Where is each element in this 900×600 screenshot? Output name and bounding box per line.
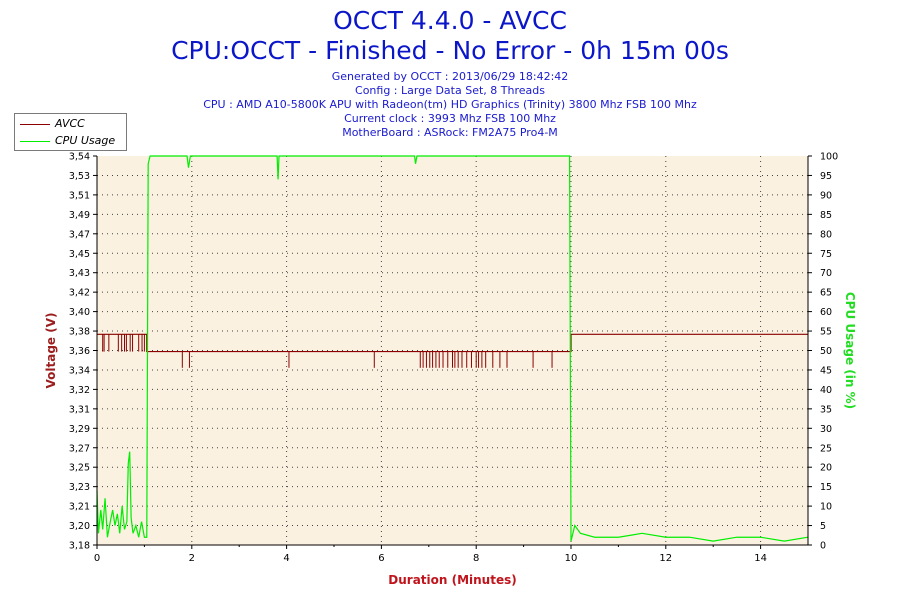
y2-tick-label: 75: [820, 249, 832, 260]
y2-tick-label: 35: [820, 404, 832, 415]
y2-tick-label: 25: [820, 443, 832, 454]
legend: AVCC CPU Usage: [14, 113, 127, 151]
info-cpu: CPU : AMD A10-5800K APU with Radeon(tm) …: [203, 98, 697, 111]
y2-tick-label: 40: [820, 385, 832, 396]
y2-tick-label: 45: [820, 365, 832, 376]
chart-subtitle: CPU:OCCT - Finished - No Error - 0h 15m …: [171, 36, 729, 65]
chart-title: OCCT 4.4.0 - AVCC: [333, 6, 567, 35]
legend-label-cpu-usage: CPU Usage: [55, 134, 116, 147]
y-tick-label: 3,25: [69, 463, 90, 474]
y2-tick-label: 20: [820, 463, 832, 474]
y2-tick-label: 15: [820, 482, 832, 493]
y-tick-label: 3,21: [69, 502, 90, 513]
x-tick-label: 2: [189, 553, 195, 564]
x-tick-label: 12: [659, 553, 672, 564]
y-tick-label: 3,49: [69, 210, 90, 221]
y2-tick-label: 50: [820, 346, 832, 357]
y-tick-label: 3,45: [69, 249, 90, 260]
x-tick-label: 10: [565, 553, 578, 564]
y-tick-label: 3,34: [69, 365, 90, 376]
y2-tick-label: 90: [820, 190, 832, 201]
info-config: Config : Large Data Set, 8 Threads: [355, 84, 545, 97]
y-tick-label: 3,31: [69, 404, 90, 415]
y2-tick-label: 10: [820, 502, 832, 513]
y-tick-label: 3,53: [69, 171, 90, 182]
y-tick-label: 3,42: [69, 288, 90, 299]
y-tick-label: 3,27: [69, 443, 90, 454]
info-generated: Generated by OCCT : 2013/06/29 18:42:42: [331, 70, 569, 83]
y2-tick-label: 70: [820, 268, 832, 279]
info-clock: Current clock : 3993 Mhz FSB 100 Mhz: [344, 112, 556, 125]
y2-tick-label: 5: [820, 521, 826, 532]
y-axis-label: Voltage (V): [44, 313, 58, 389]
x-tick-label: 6: [378, 553, 384, 564]
y2-tick-label: 100: [820, 152, 838, 163]
y-tick-label: 3,40: [69, 307, 90, 318]
y2-tick-label: 65: [820, 288, 832, 299]
y2-tick-label: 60: [820, 307, 832, 318]
x-tick-label: 14: [754, 553, 767, 564]
y-tick-label: 3,51: [69, 190, 90, 201]
y-tick-label: 3,18: [69, 541, 90, 552]
y2-tick-label: 80: [820, 229, 832, 240]
x-tick-label: 8: [473, 553, 479, 564]
legend-label-avcc: AVCC: [55, 117, 85, 130]
y-tick-label: 3,43: [69, 268, 90, 279]
y-tick-label: 3,47: [69, 229, 90, 240]
y-tick-label: 3,32: [69, 385, 90, 396]
info-motherboard: MotherBoard : ASRock: FM2A75 Pro4-M: [342, 126, 558, 139]
y2-tick-label: 30: [820, 424, 832, 435]
y2-tick-label: 95: [820, 171, 832, 182]
x-tick-label: 4: [283, 553, 289, 564]
legend-item-cpu-usage: CPU Usage: [15, 133, 126, 149]
legend-swatch-cpu-usage: [20, 141, 50, 142]
y-tick-label: 3,29: [69, 424, 90, 435]
x-axis-label: Duration (Minutes): [388, 573, 516, 587]
y-tick-label: 3,36: [69, 346, 90, 357]
legend-item-avcc: AVCC: [15, 116, 126, 132]
y2-tick-label: 55: [820, 327, 832, 338]
legend-swatch-avcc: [20, 124, 50, 125]
series-line-cpu-usage: [96, 155, 809, 542]
y-tick-label: 3,38: [69, 327, 90, 338]
y-tick-label: 3,20: [69, 521, 90, 532]
y2-axis-label: CPU Usage (in %): [843, 292, 857, 409]
x-tick-label: 0: [94, 553, 100, 564]
y2-tick-label: 85: [820, 210, 832, 221]
y-tick-label: 3,23: [69, 482, 90, 493]
y2-tick-label: 0: [820, 541, 826, 552]
y-tick-label: 3,54: [69, 152, 90, 163]
